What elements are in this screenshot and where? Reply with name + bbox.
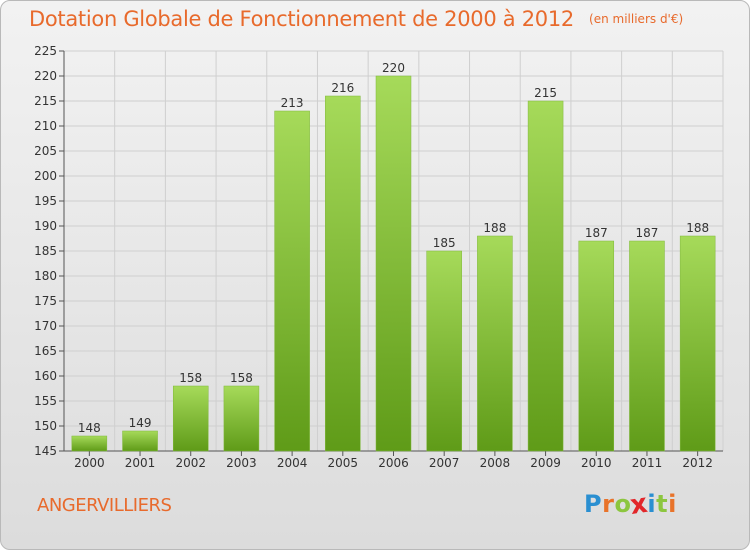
logo-letter: i xyxy=(668,490,677,518)
data-label: 185 xyxy=(433,236,456,250)
data-label: 188 xyxy=(483,221,506,235)
bar xyxy=(223,385,260,452)
data-label: 149 xyxy=(129,416,152,430)
y-tick-label: 165 xyxy=(34,344,57,358)
data-label: 148 xyxy=(78,421,101,435)
x-tick-label: 2007 xyxy=(429,456,460,470)
bar xyxy=(375,75,412,452)
bar xyxy=(527,100,564,452)
bar xyxy=(477,235,513,452)
bars xyxy=(71,75,716,452)
data-label: 187 xyxy=(585,226,608,240)
logo-letter: t xyxy=(656,490,669,518)
data-label: 187 xyxy=(636,226,659,240)
axes: 145 150 155 160 165 170 175 180 185 190 195 200 205 2… xyxy=(34,44,723,470)
y-tick-label: 195 xyxy=(34,194,57,208)
y-tick-label: 180 xyxy=(34,269,57,283)
data-label: 215 xyxy=(534,86,557,100)
x-tick-label: 2009 xyxy=(530,456,561,470)
y-tick-label: 210 xyxy=(34,119,57,133)
logo-letter: i xyxy=(647,490,657,518)
x-tick-label: 2012 xyxy=(682,456,713,470)
logo-letter: P xyxy=(584,490,603,518)
bar xyxy=(629,240,665,452)
y-tick-label: 145 xyxy=(34,444,57,458)
y-tick-label: 170 xyxy=(34,319,57,333)
x-tick-label: 2008 xyxy=(480,456,511,470)
logo-letter: o xyxy=(614,490,632,518)
data-labels: 148 149 158 158 213 216 220 185 188 215 187 187 188 xyxy=(78,61,709,435)
bar xyxy=(172,385,209,452)
y-tick-label: 150 xyxy=(34,419,57,433)
title-row: Dotation Globale de Fonctionnement de 20… xyxy=(29,7,683,31)
x-tick-label: 2003 xyxy=(226,456,257,470)
x-tick-label: 2002 xyxy=(175,456,206,470)
y-tick-label: 160 xyxy=(34,369,57,383)
y-tick-label: 175 xyxy=(34,294,57,308)
bar xyxy=(325,95,361,452)
bar xyxy=(426,250,462,452)
data-label: 188 xyxy=(686,221,709,235)
y-tick-label: 155 xyxy=(34,394,57,408)
data-label: 213 xyxy=(281,96,304,110)
y-tick-label: 205 xyxy=(34,144,57,158)
y-tick-label: 225 xyxy=(34,44,57,58)
commune-name: ANGERVILLIERS xyxy=(37,495,172,516)
x-tick-label: 2011 xyxy=(632,456,663,470)
data-label: 220 xyxy=(382,61,405,75)
bar xyxy=(578,240,615,452)
y-tick-label: 185 xyxy=(34,244,57,258)
x-tick-label: 2006 xyxy=(378,456,409,470)
x-tick-label: 2005 xyxy=(328,456,359,470)
x-tick-label: 2000 xyxy=(74,456,105,470)
x-tick-label: 2010 xyxy=(581,456,612,470)
data-label: 158 xyxy=(179,371,202,385)
data-label: 158 xyxy=(230,371,253,385)
bar xyxy=(71,435,108,452)
chart-subtitle: (en milliers d'€) xyxy=(589,12,684,26)
y-tick-label: 200 xyxy=(34,169,57,183)
bar xyxy=(274,110,310,452)
bar xyxy=(122,430,158,452)
bar xyxy=(679,235,716,452)
logo-letter: r xyxy=(602,490,615,518)
x-tick-label: 2001 xyxy=(125,456,156,470)
data-label: 216 xyxy=(331,81,354,95)
y-tick-label: 220 xyxy=(34,69,57,83)
y-tick-label: 190 xyxy=(34,219,57,233)
chart-title: Dotation Globale de Fonctionnement de 20… xyxy=(29,7,574,31)
proxiti-logo: Proxiti xyxy=(584,488,677,521)
x-tick-label: 2004 xyxy=(277,456,308,470)
y-tick-label: 215 xyxy=(34,94,57,108)
